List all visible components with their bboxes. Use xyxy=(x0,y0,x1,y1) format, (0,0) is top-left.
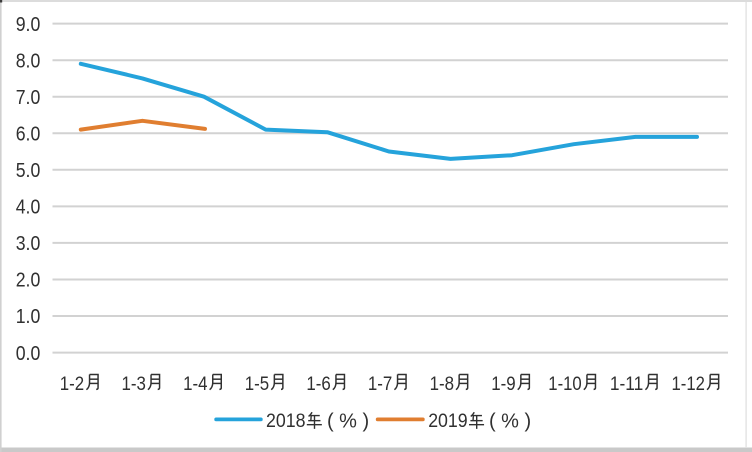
svg-text:1-9: 1-9 xyxy=(491,374,515,395)
svg-text:6.0: 6.0 xyxy=(16,124,41,146)
svg-text:8.0: 8.0 xyxy=(16,50,41,72)
svg-text:1-12: 1-12 xyxy=(672,374,705,395)
svg-text:1-2: 1-2 xyxy=(60,374,84,395)
svg-text:0.0: 0.0 xyxy=(16,343,41,365)
svg-text:2018: 2018 xyxy=(266,411,306,432)
svg-text:1-3: 1-3 xyxy=(122,374,146,395)
svg-text:2019: 2019 xyxy=(428,411,468,432)
svg-text:1-11: 1-11 xyxy=(610,374,643,395)
svg-text:(%): (%) xyxy=(327,410,375,432)
svg-text:1-10: 1-10 xyxy=(548,374,581,395)
svg-text:1-4: 1-4 xyxy=(183,374,208,395)
svg-text:(%): (%) xyxy=(489,410,537,432)
svg-text:4.0: 4.0 xyxy=(16,197,41,219)
svg-text:1-7: 1-7 xyxy=(368,374,392,395)
svg-text:1-6: 1-6 xyxy=(306,374,330,395)
svg-text:7.0: 7.0 xyxy=(16,87,41,109)
svg-text:5.0: 5.0 xyxy=(16,160,41,182)
svg-text:1.0: 1.0 xyxy=(16,306,41,328)
svg-text:2.0: 2.0 xyxy=(16,270,41,292)
svg-text:9.0: 9.0 xyxy=(16,14,41,36)
svg-text:1-5: 1-5 xyxy=(245,374,269,395)
svg-text:3.0: 3.0 xyxy=(16,233,41,255)
svg-text:1-8: 1-8 xyxy=(430,374,454,395)
